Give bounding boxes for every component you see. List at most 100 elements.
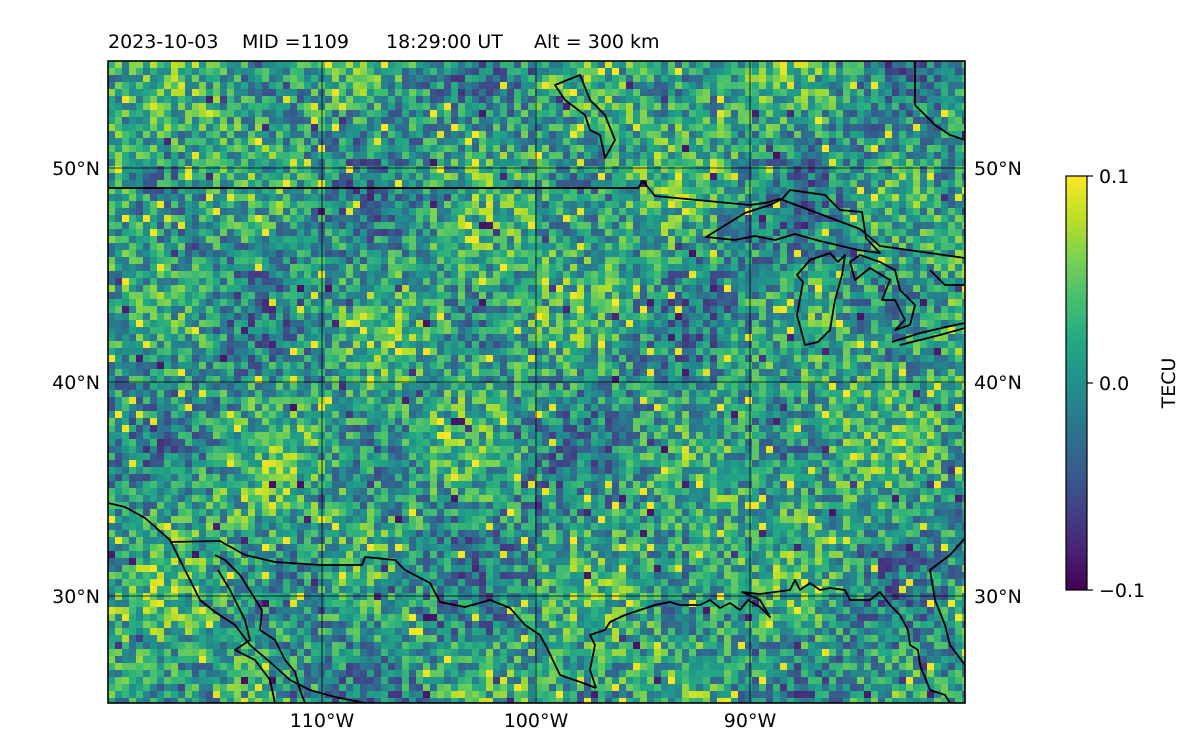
tec-cell	[689, 194, 697, 202]
tec-cell	[542, 117, 550, 125]
tec-cell	[717, 306, 725, 314]
tec-cell	[395, 138, 403, 146]
tec-cell	[913, 243, 921, 251]
tec-cell	[395, 313, 403, 321]
tec-cell	[773, 215, 781, 223]
tec-cell	[913, 187, 921, 195]
tec-cell	[381, 61, 389, 69]
tec-cell	[549, 208, 557, 216]
tec-cell	[472, 194, 480, 202]
tec-cell	[402, 131, 410, 139]
tec-cell	[108, 229, 116, 237]
tec-cell	[822, 145, 830, 153]
tec-cell	[857, 250, 865, 258]
tec-cell	[486, 320, 494, 328]
tec-cell	[339, 96, 347, 104]
tec-cell	[325, 82, 333, 90]
tec-cell	[899, 194, 907, 202]
tec-cell	[836, 201, 844, 209]
tec-cell	[311, 61, 319, 69]
tec-cell	[598, 61, 606, 69]
tec-cell	[143, 159, 151, 167]
tec-cell	[549, 166, 557, 174]
tec-cell	[367, 82, 375, 90]
tec-cell	[255, 89, 263, 97]
tec-cell	[899, 285, 907, 293]
tec-cell	[892, 131, 900, 139]
tec-cell	[584, 173, 592, 181]
tec-cell	[388, 187, 396, 195]
tec-cell	[150, 271, 158, 279]
tec-cell	[297, 313, 305, 321]
tec-cell	[773, 194, 781, 202]
tec-cell	[115, 194, 123, 202]
tec-cell	[647, 89, 655, 97]
tec-cell	[612, 173, 620, 181]
tec-cell	[486, 145, 494, 153]
tec-cell	[178, 103, 186, 111]
tec-cell	[591, 299, 599, 307]
tec-cell	[325, 201, 333, 209]
tec-cell	[661, 82, 669, 90]
tec-cell	[822, 229, 830, 237]
tec-cell	[437, 152, 445, 160]
tec-cell	[745, 152, 753, 160]
tec-cell	[556, 271, 564, 279]
tec-cell	[598, 257, 606, 265]
tec-cell	[878, 89, 886, 97]
tec-cell	[647, 131, 655, 139]
tec-cell	[612, 285, 620, 293]
tec-cell	[143, 89, 151, 97]
tec-cell	[535, 320, 543, 328]
tec-cell	[360, 208, 368, 216]
tec-cell	[227, 96, 235, 104]
tec-cell	[577, 159, 585, 167]
tec-cell	[661, 313, 669, 321]
tec-cell	[857, 180, 865, 188]
tec-cell	[591, 201, 599, 209]
tec-cell	[395, 82, 403, 90]
tec-cell	[717, 229, 725, 237]
tec-cell	[136, 208, 144, 216]
tec-cell	[668, 82, 676, 90]
tec-cell	[899, 278, 907, 286]
tec-cell	[241, 117, 249, 125]
tec-cell	[570, 299, 578, 307]
tec-cell	[234, 117, 242, 125]
tec-cell	[689, 187, 697, 195]
tec-cell	[885, 89, 893, 97]
tec-cell	[402, 320, 410, 328]
tec-cell	[934, 285, 942, 293]
tec-cell	[899, 187, 907, 195]
tec-cell	[738, 89, 746, 97]
tec-cell	[752, 187, 760, 195]
tec-cell	[612, 89, 620, 97]
tec-cell	[367, 117, 375, 125]
tec-cell	[710, 145, 718, 153]
tec-cell	[836, 145, 844, 153]
tec-cell	[430, 68, 438, 76]
tec-cell	[451, 341, 459, 349]
tec-cell	[759, 236, 767, 244]
tec-cell	[213, 61, 221, 69]
tec-cell	[885, 229, 893, 237]
tec-cell	[430, 271, 438, 279]
tec-cell	[262, 313, 270, 321]
tec-cell	[647, 229, 655, 237]
tec-cell	[360, 75, 368, 83]
tec-cell	[311, 229, 319, 237]
tec-cell	[500, 201, 508, 209]
tec-cell	[290, 117, 298, 125]
tec-cell	[444, 166, 452, 174]
tec-cell	[941, 313, 949, 321]
tec-cell	[227, 243, 235, 251]
tec-cell	[374, 285, 382, 293]
tec-cell	[437, 208, 445, 216]
tec-cell	[290, 152, 298, 160]
tec-cell	[227, 313, 235, 321]
tec-cell	[612, 257, 620, 265]
tec-cell	[766, 250, 774, 258]
tec-cell	[304, 341, 312, 349]
tec-cell	[416, 173, 424, 181]
tec-cell	[808, 320, 816, 328]
